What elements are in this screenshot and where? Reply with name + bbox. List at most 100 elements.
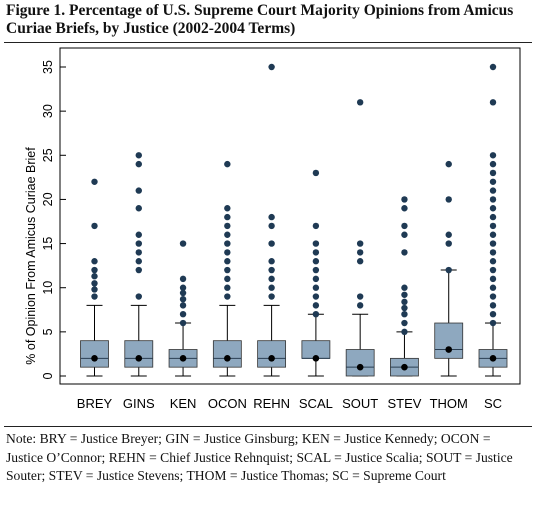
outlier-point bbox=[312, 293, 320, 300]
outlier-point bbox=[312, 169, 320, 177]
outlier-point bbox=[401, 196, 408, 203]
outlier-point bbox=[91, 286, 98, 293]
outlier-point bbox=[489, 99, 497, 106]
outlier-point bbox=[179, 275, 187, 283]
outlier-point bbox=[489, 311, 497, 318]
outlier-point bbox=[135, 152, 142, 159]
outlier-point bbox=[268, 213, 275, 221]
outlier-point bbox=[445, 240, 452, 247]
y-tick-label: 15 bbox=[41, 237, 55, 251]
outlier-point bbox=[401, 284, 408, 291]
box-gins bbox=[124, 152, 154, 377]
plot-frame bbox=[59, 47, 521, 385]
title-rule bbox=[4, 42, 532, 43]
outlier-point bbox=[91, 178, 98, 185]
outlier-point bbox=[224, 231, 231, 238]
outlier-point bbox=[312, 222, 320, 230]
x-tick-label: SC bbox=[484, 396, 502, 411]
outlier-point bbox=[179, 295, 187, 303]
outlier-point bbox=[489, 284, 497, 291]
box-sout bbox=[345, 99, 375, 377]
boxplot-chart: 0 5 10 15 20 25 30 35 % of Opinion From Amicus … bbox=[24, 47, 521, 411]
x-tick-label: KEN bbox=[170, 396, 197, 411]
box-iqr bbox=[124, 340, 154, 368]
outlier-point bbox=[401, 205, 408, 212]
outlier-point bbox=[224, 293, 231, 300]
outlier-point bbox=[179, 289, 187, 297]
box-ken bbox=[168, 240, 198, 377]
outlier-point bbox=[91, 280, 98, 287]
outlier-point bbox=[401, 319, 408, 327]
outlier-point bbox=[135, 258, 142, 265]
outlier-point bbox=[445, 266, 452, 274]
y-axis-label: % of Opinion From Amicus Curiae Brief bbox=[24, 147, 38, 365]
x-tick-label: SOUT bbox=[342, 396, 378, 411]
outlier-point bbox=[312, 311, 320, 318]
outlier-point bbox=[91, 258, 98, 265]
outlier-point bbox=[489, 258, 497, 265]
x-tick-label: OCON bbox=[208, 396, 247, 411]
outlier-point bbox=[135, 293, 142, 300]
y-tick-label: 20 bbox=[41, 192, 55, 206]
x-tick-label: GINS bbox=[123, 396, 155, 411]
median-dot bbox=[268, 355, 275, 362]
outlier-point bbox=[135, 205, 142, 212]
y-tick-label: 25 bbox=[41, 148, 55, 162]
box-sc bbox=[478, 63, 508, 377]
x-tick-label: STEV bbox=[387, 396, 421, 411]
outlier-point bbox=[224, 213, 231, 221]
outlier-point bbox=[179, 302, 187, 309]
outlier-point bbox=[356, 293, 364, 300]
outlier-point bbox=[401, 231, 408, 238]
outlier-point bbox=[489, 266, 497, 274]
outlier-point bbox=[489, 178, 497, 185]
outlier-point bbox=[179, 240, 187, 247]
outlier-point bbox=[356, 240, 364, 247]
outlier-point bbox=[179, 284, 187, 291]
y-tick-label: 5 bbox=[41, 328, 55, 335]
y-axis: 0 5 10 15 20 25 30 35 bbox=[41, 60, 66, 379]
outlier-point bbox=[224, 222, 231, 230]
outlier-point bbox=[401, 311, 408, 318]
outlier-point bbox=[489, 302, 497, 309]
box-iqr bbox=[257, 340, 287, 368]
outlier-point bbox=[489, 293, 497, 300]
x-tick-label: SCAL bbox=[299, 396, 333, 411]
y-tick-label: 10 bbox=[41, 281, 55, 295]
median-dot bbox=[356, 363, 364, 371]
outlier-point bbox=[179, 311, 187, 318]
outlier-point bbox=[489, 222, 497, 230]
outlier-point bbox=[489, 63, 497, 71]
outlier-point bbox=[268, 275, 275, 283]
outlier-point bbox=[401, 328, 408, 336]
median-dot bbox=[445, 346, 453, 353]
outlier-point bbox=[312, 302, 320, 309]
x-tick-label: THOM bbox=[430, 396, 468, 411]
outlier-point bbox=[489, 152, 497, 159]
y-tick-label: 35 bbox=[41, 60, 55, 74]
box-thom bbox=[434, 160, 464, 377]
box-iqr bbox=[345, 349, 375, 377]
x-tick-label: REHN bbox=[253, 396, 290, 411]
x-axis-labels: BREY GINS KEN OCON REHN SCAL SOUT STEV THOM SC bbox=[77, 396, 502, 411]
outlier-point bbox=[91, 293, 98, 300]
outlier-point bbox=[135, 187, 142, 194]
median-dot bbox=[401, 363, 408, 371]
median-dot bbox=[489, 355, 497, 362]
outlier-point bbox=[401, 304, 408, 312]
outlier-point bbox=[268, 293, 275, 300]
box-ocon bbox=[212, 160, 242, 377]
outlier-point bbox=[401, 249, 408, 256]
median-dot bbox=[312, 355, 320, 362]
outlier-point bbox=[312, 258, 320, 265]
figure-note: Note: BRY = Justice Breyer; GIN = Justic… bbox=[6, 431, 513, 483]
boxes-layer bbox=[80, 63, 508, 377]
outlier-point bbox=[401, 298, 408, 306]
outlier-point bbox=[268, 258, 275, 265]
outlier-point bbox=[179, 319, 187, 327]
outlier-point bbox=[445, 196, 452, 203]
box-rehn bbox=[257, 63, 287, 377]
outlier-point bbox=[312, 284, 320, 291]
outlier-point bbox=[489, 240, 497, 247]
outlier-point bbox=[135, 240, 142, 247]
